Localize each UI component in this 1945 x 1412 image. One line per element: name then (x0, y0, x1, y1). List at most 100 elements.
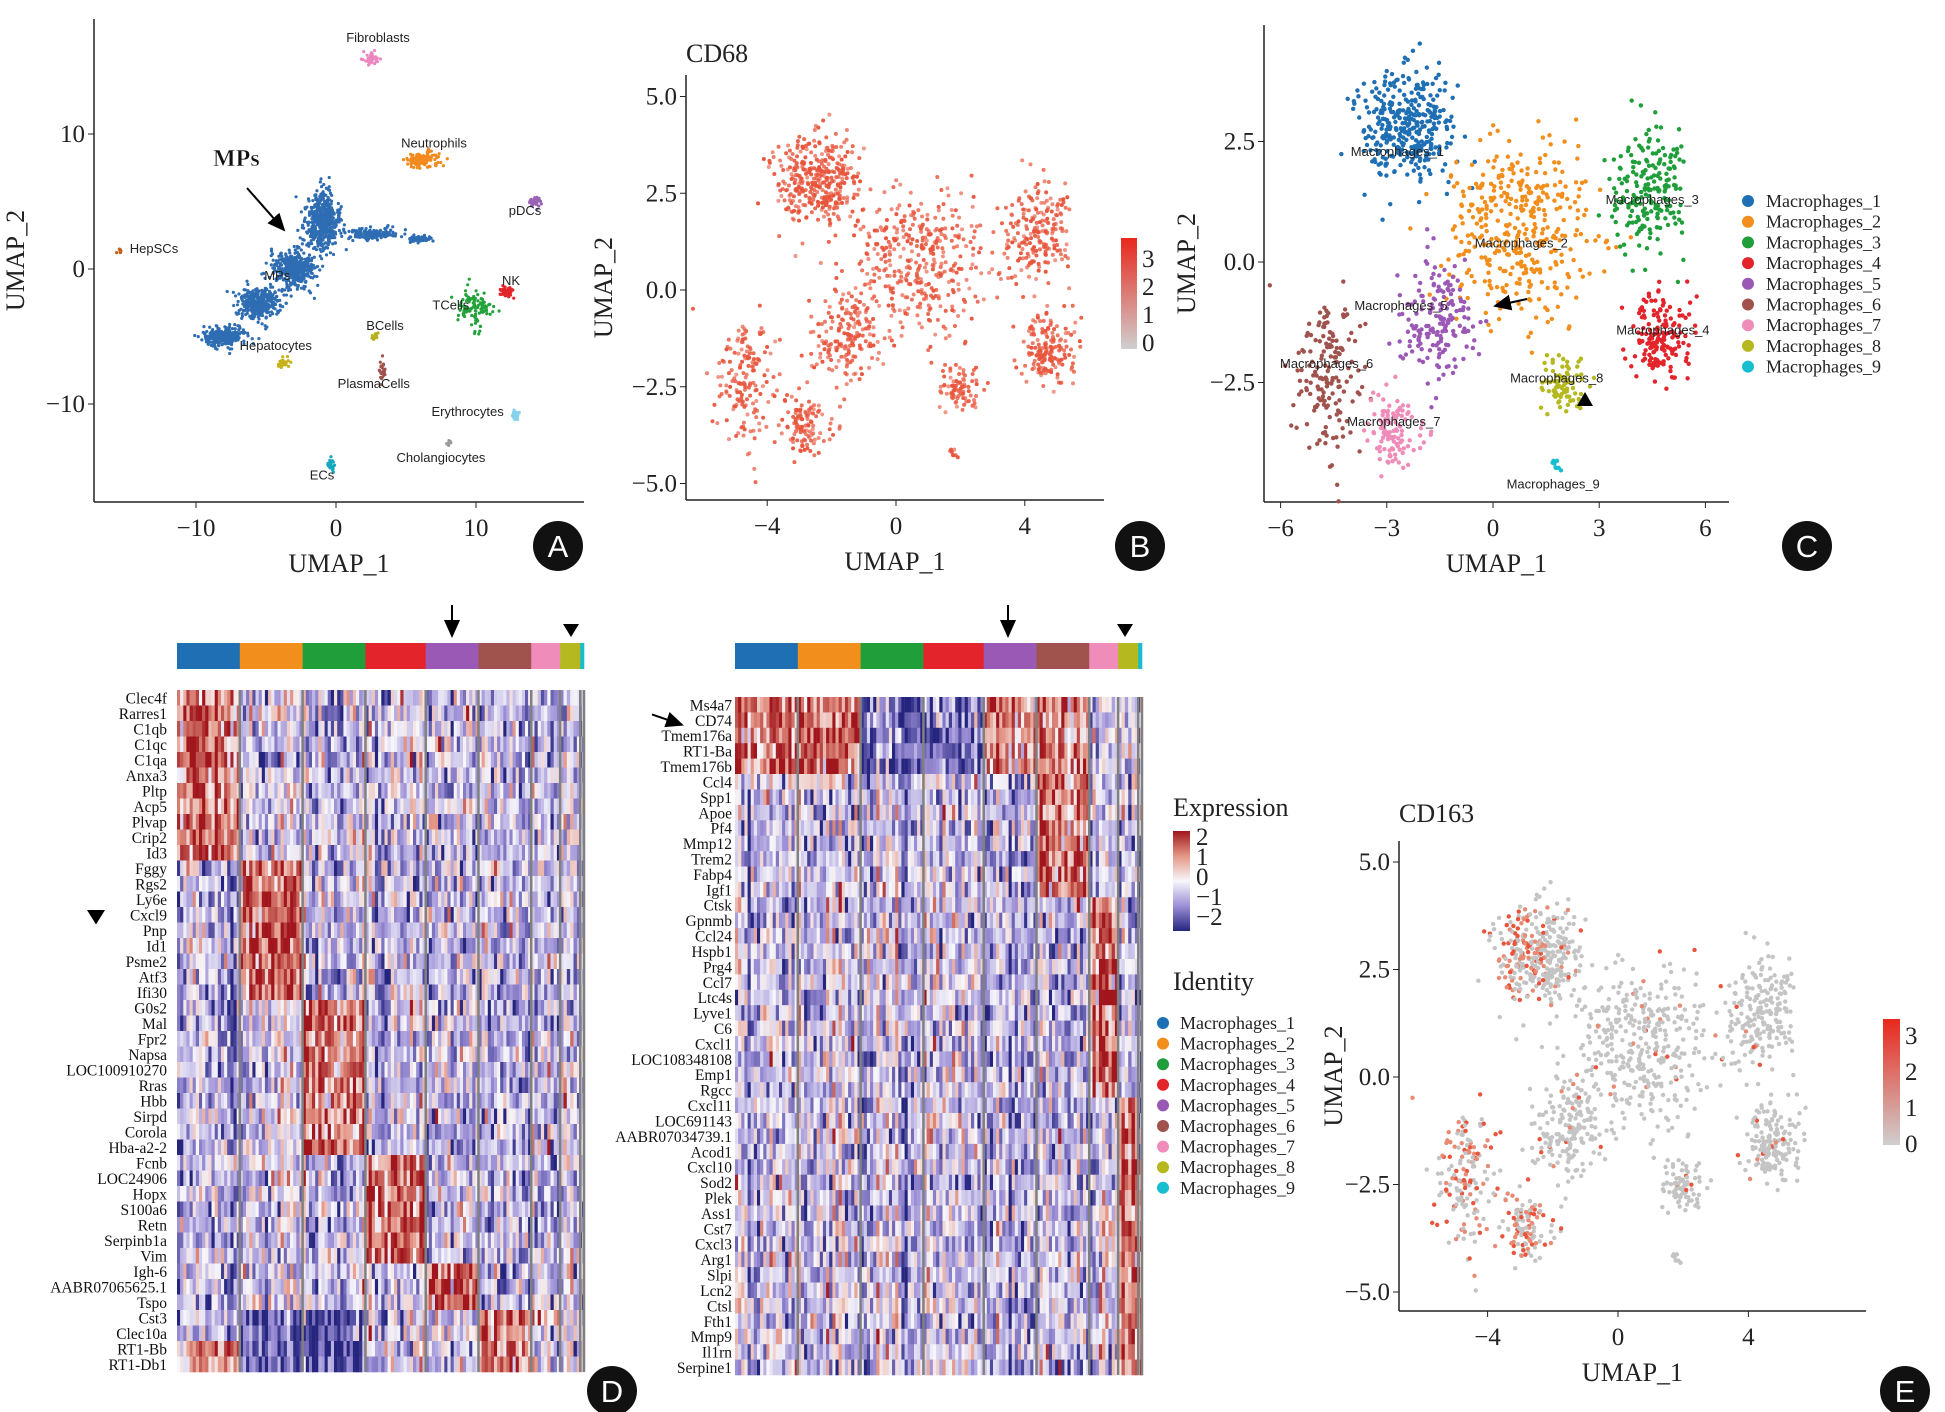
cd68-point (933, 333, 937, 337)
point-mps (308, 269, 311, 272)
point-tcells (462, 314, 465, 317)
cd68-point (851, 176, 855, 180)
point-mps (270, 249, 273, 252)
point-mps (233, 338, 236, 341)
point-macrophages_1 (1409, 90, 1413, 94)
point-macrophages_3 (1653, 110, 1657, 114)
point-macrophages_2 (1498, 306, 1502, 310)
point-ecs (328, 463, 331, 466)
cd68-point (811, 411, 815, 415)
cd68-point (907, 234, 911, 238)
point-mps (222, 338, 225, 341)
point-mps (211, 341, 214, 344)
cd68-point (1029, 162, 1033, 166)
cd68-point (953, 395, 957, 399)
cd68-point (1051, 253, 1055, 257)
point-macrophages_1 (1414, 70, 1418, 74)
point-mps (425, 239, 428, 242)
cd68-point (806, 434, 810, 438)
cluster-label-pdcs: pDCs (509, 203, 542, 218)
point-macrophages_3 (1657, 171, 1661, 175)
cd68-point (813, 154, 817, 158)
point-mps (296, 288, 299, 291)
point-macrophages_2 (1510, 167, 1514, 171)
point-fibroblasts (361, 58, 364, 61)
cd68-point (845, 176, 849, 180)
point-mps (228, 323, 231, 326)
cd68-point (756, 201, 760, 205)
cd68-point (889, 314, 893, 318)
point-mps (251, 303, 254, 306)
cd68-point (845, 198, 849, 202)
cd68-point (1052, 223, 1056, 227)
cd68-point (798, 176, 802, 180)
cd68-point (797, 135, 801, 139)
cd68-point (1045, 304, 1049, 308)
cd68-point (1038, 220, 1042, 224)
cd68-point (1012, 358, 1016, 362)
point-macrophages_2 (1540, 280, 1544, 284)
point-macrophages_2 (1539, 185, 1543, 189)
point-macrophages_3 (1664, 172, 1668, 176)
point-mps (215, 348, 218, 351)
point-macrophages_3 (1602, 158, 1606, 162)
cd68-point (806, 181, 810, 185)
cd68-point (965, 278, 969, 282)
point-macrophages_3 (1610, 214, 1614, 218)
point-macrophages_1 (1409, 103, 1413, 107)
panel-a-x-tick-label: 0 (330, 515, 343, 542)
point-mps (306, 257, 309, 260)
cd68-point (914, 261, 918, 265)
point-macrophages_4 (1694, 294, 1698, 298)
point-mps (221, 342, 224, 345)
cd68-point (1020, 372, 1024, 376)
cd68-point (846, 347, 850, 351)
point-hepatocytes (287, 359, 290, 362)
cd68-point (849, 378, 853, 382)
cd68-point (748, 394, 752, 398)
cd68-point (743, 337, 747, 341)
cd68-point (870, 356, 874, 360)
point-macrophages_2 (1558, 205, 1562, 209)
cd68-point (941, 250, 945, 254)
point-macrophages_1 (1387, 133, 1391, 137)
cd68-point (717, 361, 721, 365)
cd68-point (1055, 376, 1059, 380)
point-mps (281, 288, 284, 291)
point-macrophages_1 (1392, 135, 1396, 139)
cd68-point (958, 254, 962, 258)
point-mps (351, 239, 354, 242)
point-macrophages_2 (1467, 209, 1471, 213)
point-mps (302, 252, 305, 255)
cd68-point (810, 210, 814, 214)
cd68-point (1036, 363, 1040, 367)
cd68-point (884, 260, 888, 264)
point-mps (304, 206, 307, 209)
point-macrophages_2 (1582, 213, 1586, 217)
point-macrophages_1 (1402, 93, 1406, 97)
point-cholangiocytes (446, 443, 449, 446)
point-macrophages_2 (1559, 253, 1563, 257)
point-mps (338, 229, 341, 232)
point-plasmacells (379, 371, 382, 374)
cd68-point (881, 362, 885, 366)
cd68-point (784, 188, 788, 192)
point-macrophages_3 (1631, 170, 1635, 174)
point-nk (503, 291, 506, 294)
point-mps (362, 230, 365, 233)
cd68-point (724, 389, 728, 393)
cd68-point (937, 208, 941, 212)
cd68-point (987, 271, 991, 275)
point-macrophages_1 (1398, 163, 1402, 167)
point-macrophages_2 (1505, 192, 1509, 196)
cd68-point (845, 138, 849, 142)
point-macrophages_2 (1454, 160, 1458, 164)
cd68-point (1060, 227, 1064, 231)
cd68-point (812, 188, 816, 192)
point-hepatocytes (287, 365, 290, 368)
cd68-point (823, 347, 827, 351)
point-mps (270, 263, 273, 266)
cd68-point (927, 232, 931, 236)
cd68-point (838, 405, 842, 409)
